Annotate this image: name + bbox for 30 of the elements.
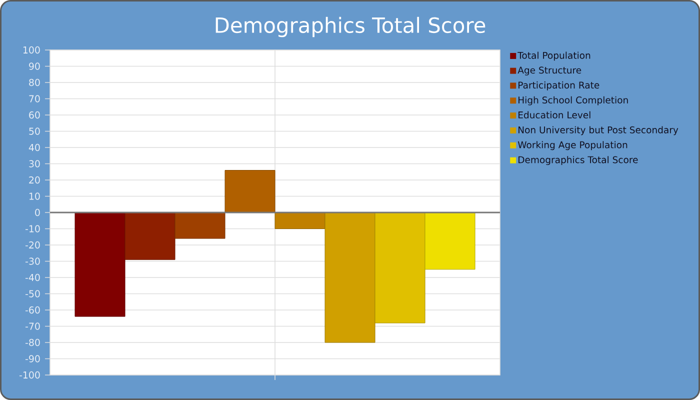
y-tick-label: -10 bbox=[25, 225, 40, 232]
y-tick-label: 0 bbox=[35, 208, 40, 216]
legend-label: Demographics Total Score bbox=[518, 156, 638, 166]
y-tick-label: -70 bbox=[25, 322, 40, 330]
y-tick-label: -50 bbox=[25, 290, 40, 298]
y-tick-label: 90 bbox=[29, 62, 40, 70]
y-tick-label: -90 bbox=[25, 355, 40, 362]
y-tick-label: -20 bbox=[25, 241, 40, 249]
legend-label: Total Population bbox=[518, 52, 590, 61]
legend-label: Non University but Post Secondary bbox=[518, 126, 678, 136]
legend-label: Participation Rate bbox=[518, 81, 600, 90]
y-tick-label: 10 bbox=[29, 192, 40, 200]
legend-label: Working Age Population bbox=[518, 141, 628, 150]
y-tick-label: 100 bbox=[23, 46, 40, 54]
legend-label: Education Level bbox=[518, 111, 590, 118]
y-tick-label: -80 bbox=[25, 338, 40, 346]
y-tick-label: 50 bbox=[29, 128, 40, 135]
chart-title: Demographics Total Score bbox=[216, 16, 486, 38]
legend-label: Age Structure bbox=[518, 66, 582, 76]
y-tick-label: -100 bbox=[19, 371, 40, 379]
y-tick-label: 30 bbox=[29, 160, 40, 168]
y-tick-label: -30 bbox=[25, 258, 40, 265]
legend-label: High School Completion bbox=[518, 96, 628, 106]
y-tick-label: -60 bbox=[25, 306, 40, 314]
y-tick-label: 70 bbox=[29, 95, 40, 102]
y-tick-label: 20 bbox=[29, 176, 40, 184]
y-tick-label: 60 bbox=[29, 111, 40, 119]
y-tick-label: -40 bbox=[25, 274, 40, 282]
y-tick-label: 80 bbox=[29, 78, 40, 86]
y-tick-label: 40 bbox=[28, 144, 40, 152]
